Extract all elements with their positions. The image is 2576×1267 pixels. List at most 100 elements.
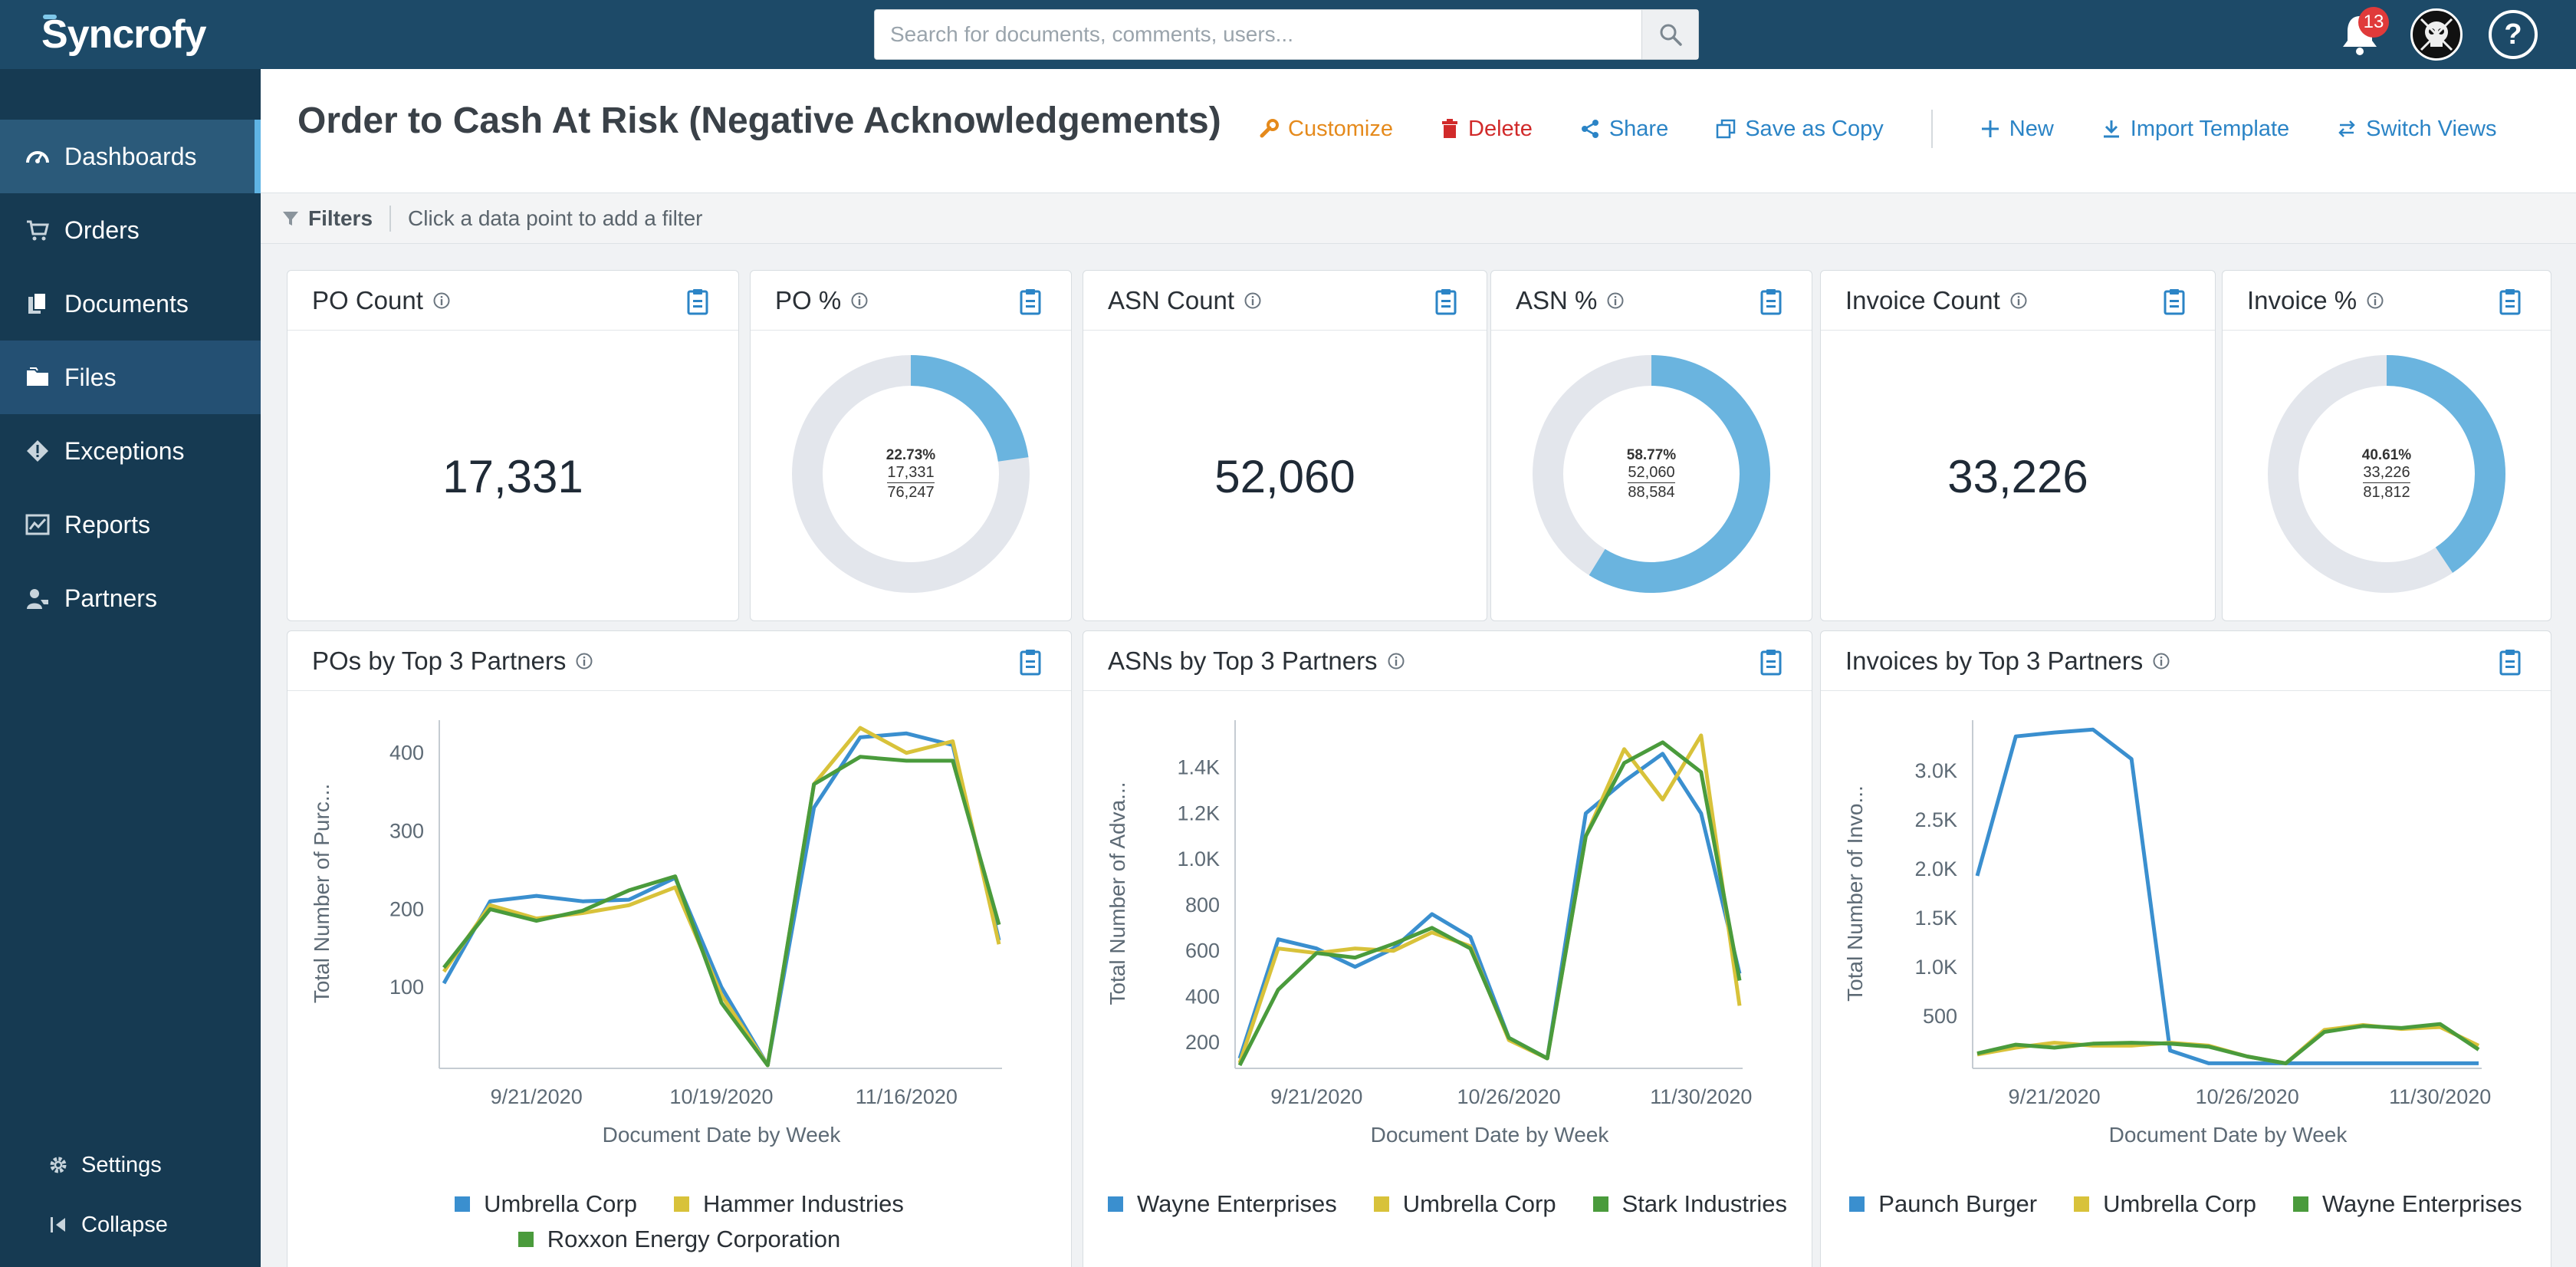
legend-label: Roxxon Energy Corporation [547,1226,841,1252]
donut-value-arc[interactable] [2268,355,2505,593]
line-chart[interactable]: 500 1.0K 1.5K 2.0K 2.5K 3.0K 9/21/2020 10/26/20… [1821,691,2552,1167]
filter-bar: Filters Click a data point to add a filt… [261,193,2576,244]
settings-link[interactable]: Settings [0,1135,261,1195]
kpi-value: 17,331 [442,450,583,502]
info-icon[interactable] [432,291,451,310]
series-line-3[interactable] [442,755,1001,1068]
sidebar-item-dashboards[interactable]: Dashboards [0,120,261,193]
card-title: ASN % [1516,285,1598,314]
card-header: POs by Top 3 Partners [288,631,1071,691]
y-tick-label: 1.2K [1177,801,1220,824]
series-line-1[interactable] [1975,727,2479,1065]
actions-divider [1930,110,1933,148]
sidebar-item-reports[interactable]: Reports [0,488,261,561]
new-button[interactable]: New [1980,117,2054,142]
sidebar-item-exceptions[interactable]: Exceptions [0,414,261,488]
asn-donut[interactable]: 58.77% 52,060 88,584 [1533,355,1770,593]
header-actions: Customize Delete Share Save as Copy New … [1259,104,2544,153]
delete-button[interactable]: Delete [1441,117,1533,142]
documents-icon [25,291,51,317]
legend-label: Hammer Industries [702,1190,904,1217]
collapse-arrow-icon [48,1214,69,1236]
legend-swatch [1592,1196,1608,1212]
legend-item[interactable]: Umbrella Corp [1373,1186,1556,1222]
info-icon[interactable] [1244,291,1262,310]
donut-chart[interactable] [2268,355,2505,593]
line-chart[interactable]: 100 200 300 400 9/21/2020 10/19/2020 11/16/202… [288,691,1073,1167]
legend-item[interactable]: Umbrella Corp [2074,1186,2256,1222]
switch-views-button[interactable]: Switch Views [2337,117,2496,142]
invoice-donut[interactable]: 40.61% 33,226 81,812 [2268,355,2505,593]
y-axis-title: Total Number of Invo... [1843,785,1867,1002]
search-input[interactable] [875,10,1641,59]
po-donut[interactable]: 22.73% 17,331 76,247 [792,355,1030,593]
y-tick-label: 3.0K [1914,759,1957,782]
customize-button[interactable]: Customize [1259,117,1393,142]
sidebar-item-orders[interactable]: Orders [0,193,261,267]
cart-icon [25,217,51,243]
legend-item[interactable]: Stark Industries [1592,1186,1787,1222]
info-icon[interactable] [575,652,593,670]
legend-item[interactable]: Umbrella Corp [455,1186,637,1222]
series-line-2[interactable] [1237,733,1742,1064]
save-as-copy-button[interactable]: Save as Copy [1716,117,1884,142]
donut-value-arc[interactable] [792,355,1030,593]
clipboard-icon[interactable] [1760,648,1784,676]
legend-label: Paunch Burger [1878,1190,2038,1217]
legend-item[interactable]: Wayne Enterprises [2292,1186,2522,1222]
legend-item[interactable]: Hammer Industries [673,1186,904,1222]
sidebar-item-files[interactable]: Files [0,341,261,414]
legend-item[interactable]: Paunch Burger [1849,1186,2037,1222]
x-tick-label: 9/21/2020 [2009,1085,2101,1108]
info-icon[interactable] [2009,291,2028,310]
clipboard-icon[interactable] [1434,288,1459,315]
series-line-1[interactable] [442,731,1001,1068]
import-template-button[interactable]: Import Template [2101,117,2289,142]
series-line-2[interactable] [1976,1023,2480,1065]
notifications-button[interactable]: 13 [2335,7,2389,59]
info-icon[interactable] [1606,291,1625,310]
donut-chart[interactable] [1533,355,1770,593]
share-button[interactable]: Share [1580,117,1668,142]
filters-toggle[interactable]: Filters [282,206,373,231]
legend-label: Wayne Enterprises [1137,1190,1337,1217]
legend-swatch [1373,1196,1389,1212]
info-icon[interactable] [1387,652,1405,670]
search-button[interactable] [1641,10,1698,59]
skull-avatar-icon [2420,18,2453,51]
donut-chart[interactable] [792,355,1030,593]
search-icon [1660,24,1682,46]
card-header: ASNs by Top 3 Partners [1083,631,1812,691]
donut-value-arc[interactable] [1533,355,1770,593]
info-icon[interactable] [2152,652,2170,670]
reports-icon [25,512,51,538]
clipboard-icon[interactable] [1019,288,1043,315]
donut-denominator: 81,812 [2363,483,2410,501]
sidebar-item-documents[interactable]: Documents [0,267,261,341]
customize-label: Customize [1288,116,1393,141]
help-button[interactable]: ? [2489,10,2538,59]
series-line-3[interactable] [1976,1022,2480,1065]
user-avatar[interactable] [2410,8,2463,61]
sidebar-footer: Settings Collapse [0,1135,261,1255]
collapse-sidebar-button[interactable]: Collapse [0,1195,261,1255]
clipboard-icon[interactable] [2499,648,2523,676]
line-chart[interactable]: 200 400 600 800 1.0K 1.2K 1.4K 9/21/2020 10/26/2… [1083,691,1813,1167]
legend-item[interactable]: Wayne Enterprises [1108,1186,1337,1222]
invoice-count-card: Invoice Count 33,226 [1820,270,2216,621]
sidebar-item-partners[interactable]: Partners [0,561,261,635]
clipboard-icon[interactable] [2163,288,2187,315]
clipboard-icon[interactable] [1760,288,1784,315]
donut-label: 58.77% 52,060 88,584 [1533,355,1770,593]
clipboard-icon[interactable] [2499,288,2523,315]
series-line-3[interactable] [1237,740,1742,1067]
search-box [874,9,1699,60]
series-line-2[interactable] [442,726,1001,1068]
legend-item[interactable]: Roxxon Energy Corporation [518,1222,841,1257]
kpi-value: 52,060 [1214,450,1355,502]
clipboard-icon[interactable] [1019,648,1043,676]
info-icon[interactable] [2366,291,2384,310]
info-icon[interactable] [850,291,869,310]
clipboard-icon[interactable] [686,288,711,315]
